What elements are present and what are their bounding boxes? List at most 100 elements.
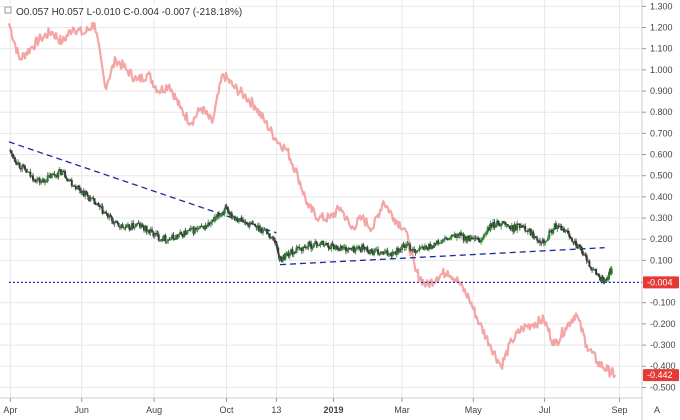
candle-body	[473, 237, 476, 240]
y-tick-label: 1.200	[650, 23, 673, 33]
candle-body	[526, 231, 529, 233]
candle-body	[406, 244, 409, 246]
candle-body	[319, 242, 322, 246]
y-tick-label: 0.100	[650, 255, 673, 265]
overlay-series	[7, 21, 617, 379]
candle-body	[183, 231, 186, 238]
candle-body	[224, 207, 227, 209]
candle-body	[89, 197, 92, 202]
y-tick-label: 0.500	[650, 171, 673, 181]
candle-body	[310, 243, 313, 249]
candle-body	[225, 206, 228, 208]
candle-body	[398, 248, 401, 253]
y-axis[interactable]: 1.300 1.200 1.100 1.000 0.900 0.800 0.700 0.600…	[642, 1, 676, 392]
x-axis[interactable]: Apr Jun Aug Oct 13 2019 Mar May Jul Sep	[3, 398, 628, 415]
candle-body	[516, 223, 519, 231]
candle-body	[118, 226, 121, 228]
candle-body	[65, 177, 68, 180]
y-tick-label: -0.200	[650, 319, 676, 329]
candle-body	[138, 223, 141, 228]
candle-body	[260, 227, 263, 233]
candle-body	[378, 253, 381, 255]
candle-body	[94, 204, 97, 206]
ohlc-legend-bg	[4, 4, 236, 18]
candle-body	[579, 244, 582, 247]
candle-body	[145, 225, 148, 232]
candle-body	[60, 169, 63, 176]
candle-body	[459, 232, 462, 236]
candle-body	[415, 250, 418, 253]
candle-body	[480, 239, 483, 243]
candle-body	[196, 228, 199, 230]
candle-body	[188, 230, 191, 232]
candle-body	[410, 250, 413, 252]
candle-body	[340, 246, 343, 249]
candle-body	[556, 225, 559, 229]
candle-body	[320, 240, 323, 243]
candle-body	[226, 207, 229, 209]
candle-body	[600, 276, 603, 282]
candle-body	[25, 169, 28, 173]
candle-body	[14, 159, 17, 163]
candle-body	[102, 212, 105, 214]
candle-body	[275, 244, 278, 248]
candle-body	[227, 208, 230, 214]
y-tick-label: -0.100	[650, 298, 676, 308]
candle-body	[339, 246, 342, 251]
candle-body	[48, 175, 51, 177]
candle-body	[552, 229, 555, 234]
candle-body	[359, 248, 362, 252]
candle-body	[558, 225, 561, 227]
candle-body	[175, 235, 178, 240]
candle-body	[134, 223, 137, 227]
candle-body	[213, 216, 216, 222]
price-series	[9, 148, 613, 285]
candle-body	[470, 237, 473, 239]
candle-body	[300, 247, 303, 251]
candle-body	[267, 233, 270, 235]
candle-body	[489, 223, 492, 231]
candle-body	[330, 243, 333, 249]
candle-body	[152, 231, 155, 237]
price-tag-label: -0.442	[647, 370, 673, 380]
x-tick-label: May	[465, 405, 483, 415]
candle-body	[163, 235, 166, 241]
candle-body	[608, 272, 611, 280]
legend-collapse-icon[interactable]	[4, 6, 12, 14]
candle-body	[303, 246, 306, 248]
candle-body	[245, 223, 248, 225]
candle-body	[348, 247, 351, 249]
candle-body	[17, 162, 20, 165]
candle-body	[534, 236, 537, 239]
candle-body	[254, 223, 257, 227]
candle-body	[381, 251, 384, 253]
auto-scale-button[interactable]	[648, 402, 668, 416]
candle-body	[316, 245, 319, 247]
candle-body	[370, 249, 373, 251]
candle-body	[72, 185, 75, 187]
candle-body	[318, 245, 321, 247]
candle-body	[605, 279, 608, 281]
candle-body	[167, 239, 170, 242]
candle-body	[560, 225, 563, 231]
candle-body	[180, 232, 183, 235]
candle-body	[581, 250, 584, 255]
candle-body	[264, 229, 267, 231]
candle-body	[204, 225, 207, 230]
candle-body	[302, 246, 305, 251]
candle-body	[22, 164, 25, 166]
candle-body	[357, 246, 360, 249]
candle-body	[172, 234, 175, 239]
candle-body	[409, 244, 412, 251]
y-tick-label: 0.800	[650, 107, 673, 117]
candle-body	[464, 236, 467, 241]
candle-body	[30, 175, 33, 177]
candle-body	[88, 196, 91, 202]
candle-body	[497, 220, 500, 225]
candle-body	[148, 230, 151, 233]
trend-lower-line[interactable]	[279, 247, 605, 266]
candle-body	[169, 239, 172, 241]
candle-body	[418, 247, 421, 250]
candle-body	[565, 230, 568, 232]
